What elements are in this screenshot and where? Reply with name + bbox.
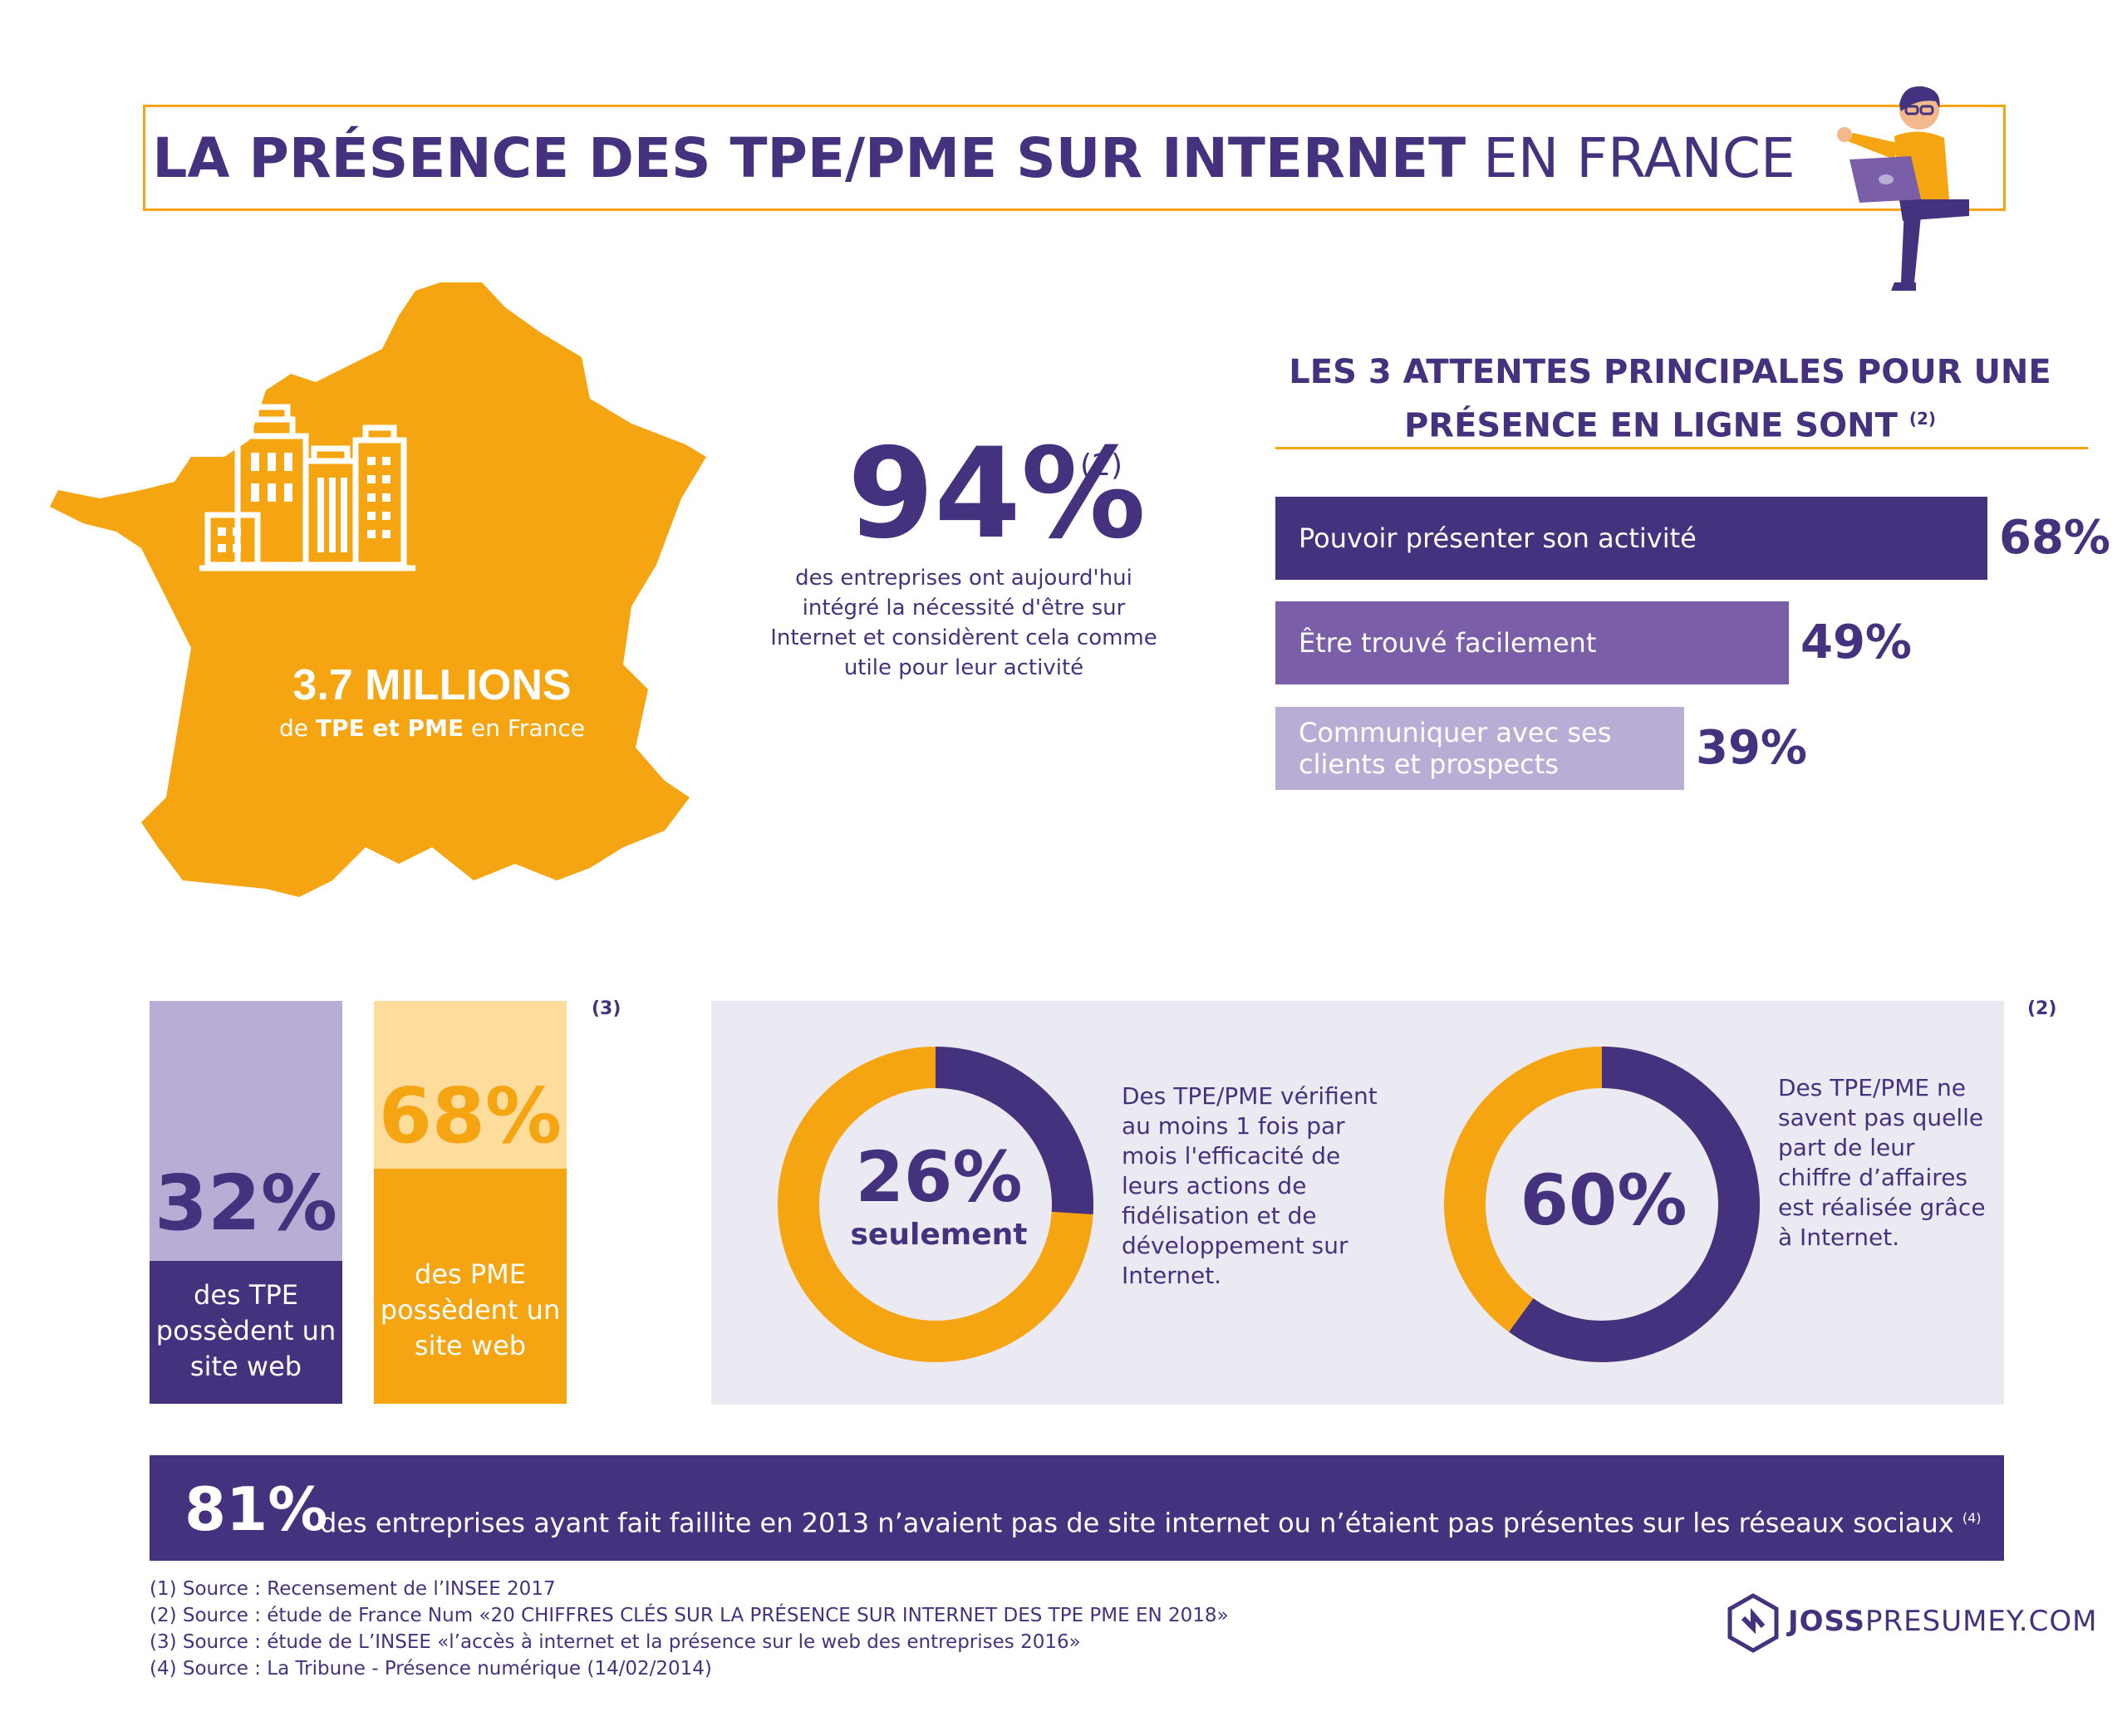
expectations-title-text: LES 3 ATTENTES PRINCIPALES POUR UNE PRÉS… (1289, 353, 2051, 445)
donut2-segment-60 (1444, 1047, 1760, 1362)
donut2-value: 60% (1520, 1160, 1687, 1241)
expectation-bar-2: Être trouvé facilement (1275, 601, 1789, 684)
title-frame (143, 105, 2006, 211)
source-2: (2) Source : étude de France Num «20 CHI… (150, 1605, 1229, 1626)
source-1: (1) Source : Recensement de l’INSEE 2017 (150, 1578, 556, 1600)
donut1-segment-26 (778, 1047, 1093, 1362)
title-light: EN FRANCE (1483, 126, 1795, 190)
tpe-label: des TPE possèdent un site web (155, 1279, 336, 1382)
tpe-value: 32% (154, 1159, 338, 1248)
banner-81 (150, 1455, 2004, 1561)
stat-94-ref: (2) (1080, 449, 1122, 483)
donut1-text: Des TPE/PME vérifient au moins 1 fois pa… (1122, 1082, 1378, 1289)
banner-value: 81% (184, 1474, 328, 1544)
banner-text: des entreprises ayant fait faillite en 2… (320, 1502, 1982, 1540)
france-map (50, 282, 706, 897)
expectations-divider (1275, 447, 2088, 449)
logo-icon (1727, 1593, 1779, 1653)
pme-label: des PME possèdent un site web (380, 1258, 561, 1361)
donut-chart-1 (778, 1047, 1093, 1362)
pme-bar-bottom (374, 1169, 567, 1404)
map-sub-bold: TPE et PME (315, 714, 464, 742)
donut1-value: 26% (855, 1136, 1023, 1218)
map-big-number: 3.7 MILLIONS (292, 661, 572, 709)
expectation-value-2: 49% (1800, 615, 1913, 669)
source-4: (4) Source : La Tribune - Présence numér… (150, 1658, 712, 1680)
stat-94-text: des entreprises ont aujourd'hui intégré … (770, 566, 1157, 680)
expectation-value-1: 68% (1999, 511, 2111, 565)
stat-94-value: 94% (847, 422, 1147, 566)
donut2-text: Des TPE/PME ne savent pas quelle part de… (1778, 1074, 1986, 1251)
donut1-sub: seulement (850, 1218, 1028, 1252)
tpe-bar-top (150, 1001, 342, 1261)
building-windows (218, 453, 391, 552)
page-title: LA PRÉSENCE DES TPE/PME SUR INTERNET EN … (143, 123, 1805, 194)
map-subtitle: de TPE et PME en France (199, 714, 665, 742)
map-sub-prefix: de (279, 714, 309, 742)
banner-text-body: des entreprises ayant fait faillite en 2… (320, 1507, 1954, 1539)
map-sub-suffix: en France (470, 714, 585, 742)
buildings-icon (199, 404, 415, 571)
pme-bar-top (374, 1001, 567, 1169)
france-shape (50, 282, 706, 897)
expectations-ref: (2) (1908, 409, 1937, 429)
expectation-value-3: 39% (1696, 721, 1808, 775)
logo-light: PRESUMEY.COM (1865, 1605, 2098, 1638)
expectation-label-3: Communiquer avec ses clients et prospect… (1299, 717, 1612, 780)
person-laptop-illustration (1837, 86, 1969, 291)
tpe-bar-bottom (150, 1261, 342, 1404)
title-bold: LA PRÉSENCE DES TPE/PME SUR INTERNET (152, 126, 1466, 190)
expectation-bar-1: Pouvoir présenter son activité (1275, 497, 1987, 580)
site-web-ref: (3) (592, 998, 621, 1019)
donut-chart-2 (1444, 1047, 1760, 1362)
expectation-bar-3: Communiquer avec ses clients et prospect… (1275, 707, 1684, 790)
logo-bold: JOSS (1788, 1605, 1866, 1638)
expectation-label-2: Être trouvé facilement (1299, 627, 1597, 659)
logo-text: JOSSPRESUMEY.COM (1788, 1605, 2097, 1638)
donut-ref: (2) (2027, 998, 2057, 1019)
expectations-title: LES 3 ATTENTES PRINCIPALES POUR UNE PRÉS… (1271, 349, 2069, 449)
banner-ref: (4) (1962, 1510, 1982, 1526)
source-3: (3) Source : étude de L’INSEE «l’accès à… (150, 1631, 1081, 1653)
expectation-label-1: Pouvoir présenter son activité (1299, 522, 1697, 554)
pme-value: 68% (378, 1072, 562, 1160)
